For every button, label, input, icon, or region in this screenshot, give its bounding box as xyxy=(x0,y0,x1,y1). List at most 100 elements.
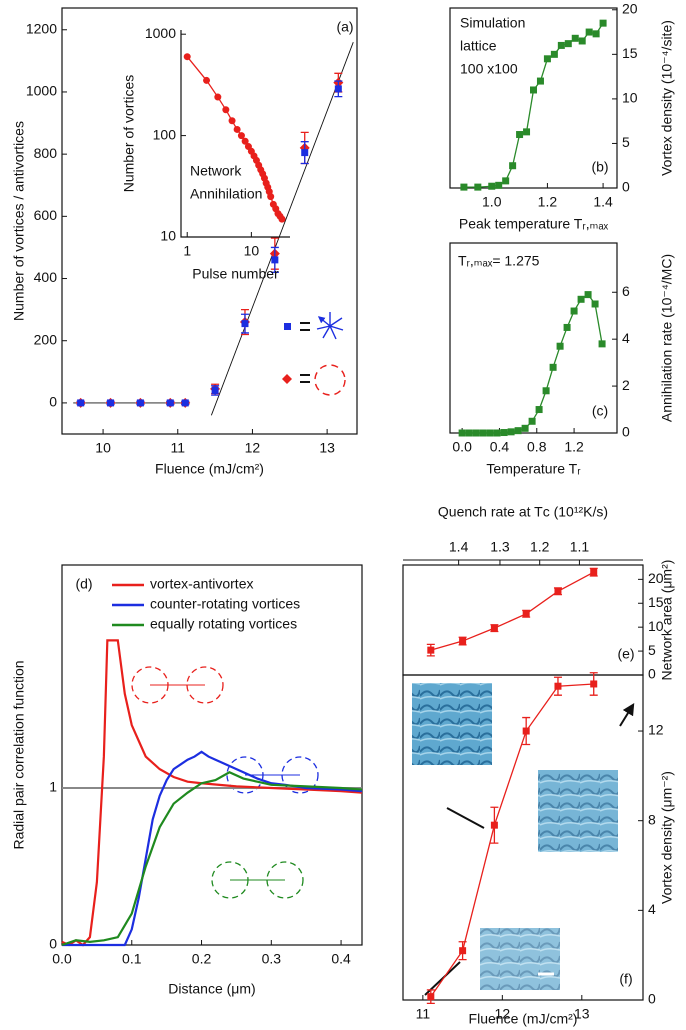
y-tick-label: 4 xyxy=(622,330,630,346)
y-tick-label: 0 xyxy=(49,394,57,410)
x-tick-label: 12 xyxy=(495,1006,511,1022)
annotation: lattice xyxy=(460,38,497,54)
legend-label: equally rotating vortices xyxy=(150,616,297,632)
marker xyxy=(516,131,524,139)
marker xyxy=(585,28,593,36)
x2-tick-label: 1.3 xyxy=(490,539,510,555)
x-tick-label: 0.4 xyxy=(331,951,351,967)
marker xyxy=(528,417,536,425)
y-axis-title: Number of vortices xyxy=(121,75,137,192)
y-tick-label: 1200 xyxy=(26,20,57,36)
annotation: Network xyxy=(190,163,242,179)
marker xyxy=(521,424,529,432)
y-tick-label: 4 xyxy=(648,901,656,917)
y-axis-title: Annihilation rate (10⁻⁴/MC) xyxy=(659,254,675,422)
y-tick-label: 15 xyxy=(648,594,664,610)
y-tick-label: 15 xyxy=(622,45,638,61)
series-line xyxy=(430,571,595,651)
marker xyxy=(502,177,510,185)
marker xyxy=(563,323,571,331)
marker xyxy=(458,429,466,437)
plot-frame xyxy=(61,7,358,435)
x-tick-label: 1.0 xyxy=(482,194,502,210)
marker xyxy=(166,399,174,407)
x-axis-title: Peak temperature Tᵣ,ₘₐₓ xyxy=(459,216,609,232)
y-tick-label: 20 xyxy=(622,0,638,16)
fit-line xyxy=(210,42,354,416)
y-tick-label: 1000 xyxy=(145,25,176,41)
y-tick-label: 600 xyxy=(34,207,58,223)
marker xyxy=(301,149,309,157)
y-tick-label: 0 xyxy=(49,936,57,952)
x-tick-label: 0.0 xyxy=(52,951,72,967)
x-tick-label: 0.1 xyxy=(122,951,142,967)
marker xyxy=(427,993,435,1001)
y-axis-title: Vortex density (μm⁻²) xyxy=(659,771,675,904)
annotation: Annihilation xyxy=(190,186,262,202)
marker xyxy=(578,37,586,45)
marker xyxy=(550,50,558,58)
marker xyxy=(564,40,572,48)
marker xyxy=(334,85,342,93)
marker xyxy=(488,182,496,190)
plot-frame xyxy=(402,564,644,676)
x-tick-label: 1.4 xyxy=(593,194,613,210)
micrographs xyxy=(412,683,633,996)
marker xyxy=(590,680,598,688)
marker xyxy=(577,295,585,303)
y-tick-label: 5 xyxy=(622,134,630,150)
marker xyxy=(495,181,503,189)
marker xyxy=(592,30,600,38)
marker xyxy=(530,86,537,94)
marker xyxy=(556,342,564,350)
marker xyxy=(522,610,530,618)
x-tick-label: 10 xyxy=(244,243,260,259)
marker xyxy=(228,117,236,125)
y-tick-label: 1000 xyxy=(26,83,57,99)
series-line xyxy=(462,293,603,434)
y-tick-label: 200 xyxy=(34,331,58,347)
x2-axis-title: Quench rate at Tᴄ (10¹²K/s) xyxy=(438,504,608,520)
x-axis-title: Fluence (mJ/cm²) xyxy=(155,461,264,477)
y-tick-label: 20 xyxy=(648,570,664,586)
marker xyxy=(598,340,606,348)
x-axis-title: Temperature Tᵣ xyxy=(486,461,581,477)
y-axis-title: Vortex density (10⁻⁴/site) xyxy=(659,20,675,176)
x-tick-label: 0.0 xyxy=(452,439,472,455)
plot-frame xyxy=(449,7,618,189)
x-tick-label: 10 xyxy=(95,440,111,456)
legend-label: vortex-antivortex xyxy=(150,576,253,592)
icons xyxy=(131,312,346,899)
annotation: Tᵣ,ₘₐₓ= 1.275 xyxy=(458,253,540,269)
panel-label: (e) xyxy=(617,646,634,662)
series-line xyxy=(61,771,363,947)
x-tick-label: 0.2 xyxy=(192,951,212,967)
plot-frame xyxy=(449,242,618,434)
marker xyxy=(507,428,515,436)
panel-label: (b) xyxy=(591,159,608,175)
marker xyxy=(427,646,435,654)
marker xyxy=(214,93,222,101)
x-axis-title: Pulse number xyxy=(192,266,279,282)
marker xyxy=(522,727,530,735)
marker xyxy=(278,215,286,223)
plot-frame xyxy=(402,674,644,1001)
annotation: 100 x100 xyxy=(460,61,518,77)
series-line xyxy=(430,683,594,998)
marker xyxy=(523,128,531,136)
x-tick-label: 0.8 xyxy=(527,439,547,455)
marker xyxy=(500,429,508,437)
marker xyxy=(590,568,598,576)
y-tick-label: 0 xyxy=(622,179,630,195)
y-tick-label: 0 xyxy=(648,666,656,682)
y-tick-label: 5 xyxy=(648,642,656,658)
y-tick-label: 2 xyxy=(622,377,630,393)
x2-tick-label: 1.2 xyxy=(530,539,550,555)
x-tick-label: 13 xyxy=(319,440,335,456)
x-tick-label: 11 xyxy=(416,1006,431,1022)
y-tick-label: 0 xyxy=(648,991,656,1007)
marker xyxy=(479,429,487,437)
y-tick-label: 10 xyxy=(160,228,176,244)
marker xyxy=(183,53,191,61)
